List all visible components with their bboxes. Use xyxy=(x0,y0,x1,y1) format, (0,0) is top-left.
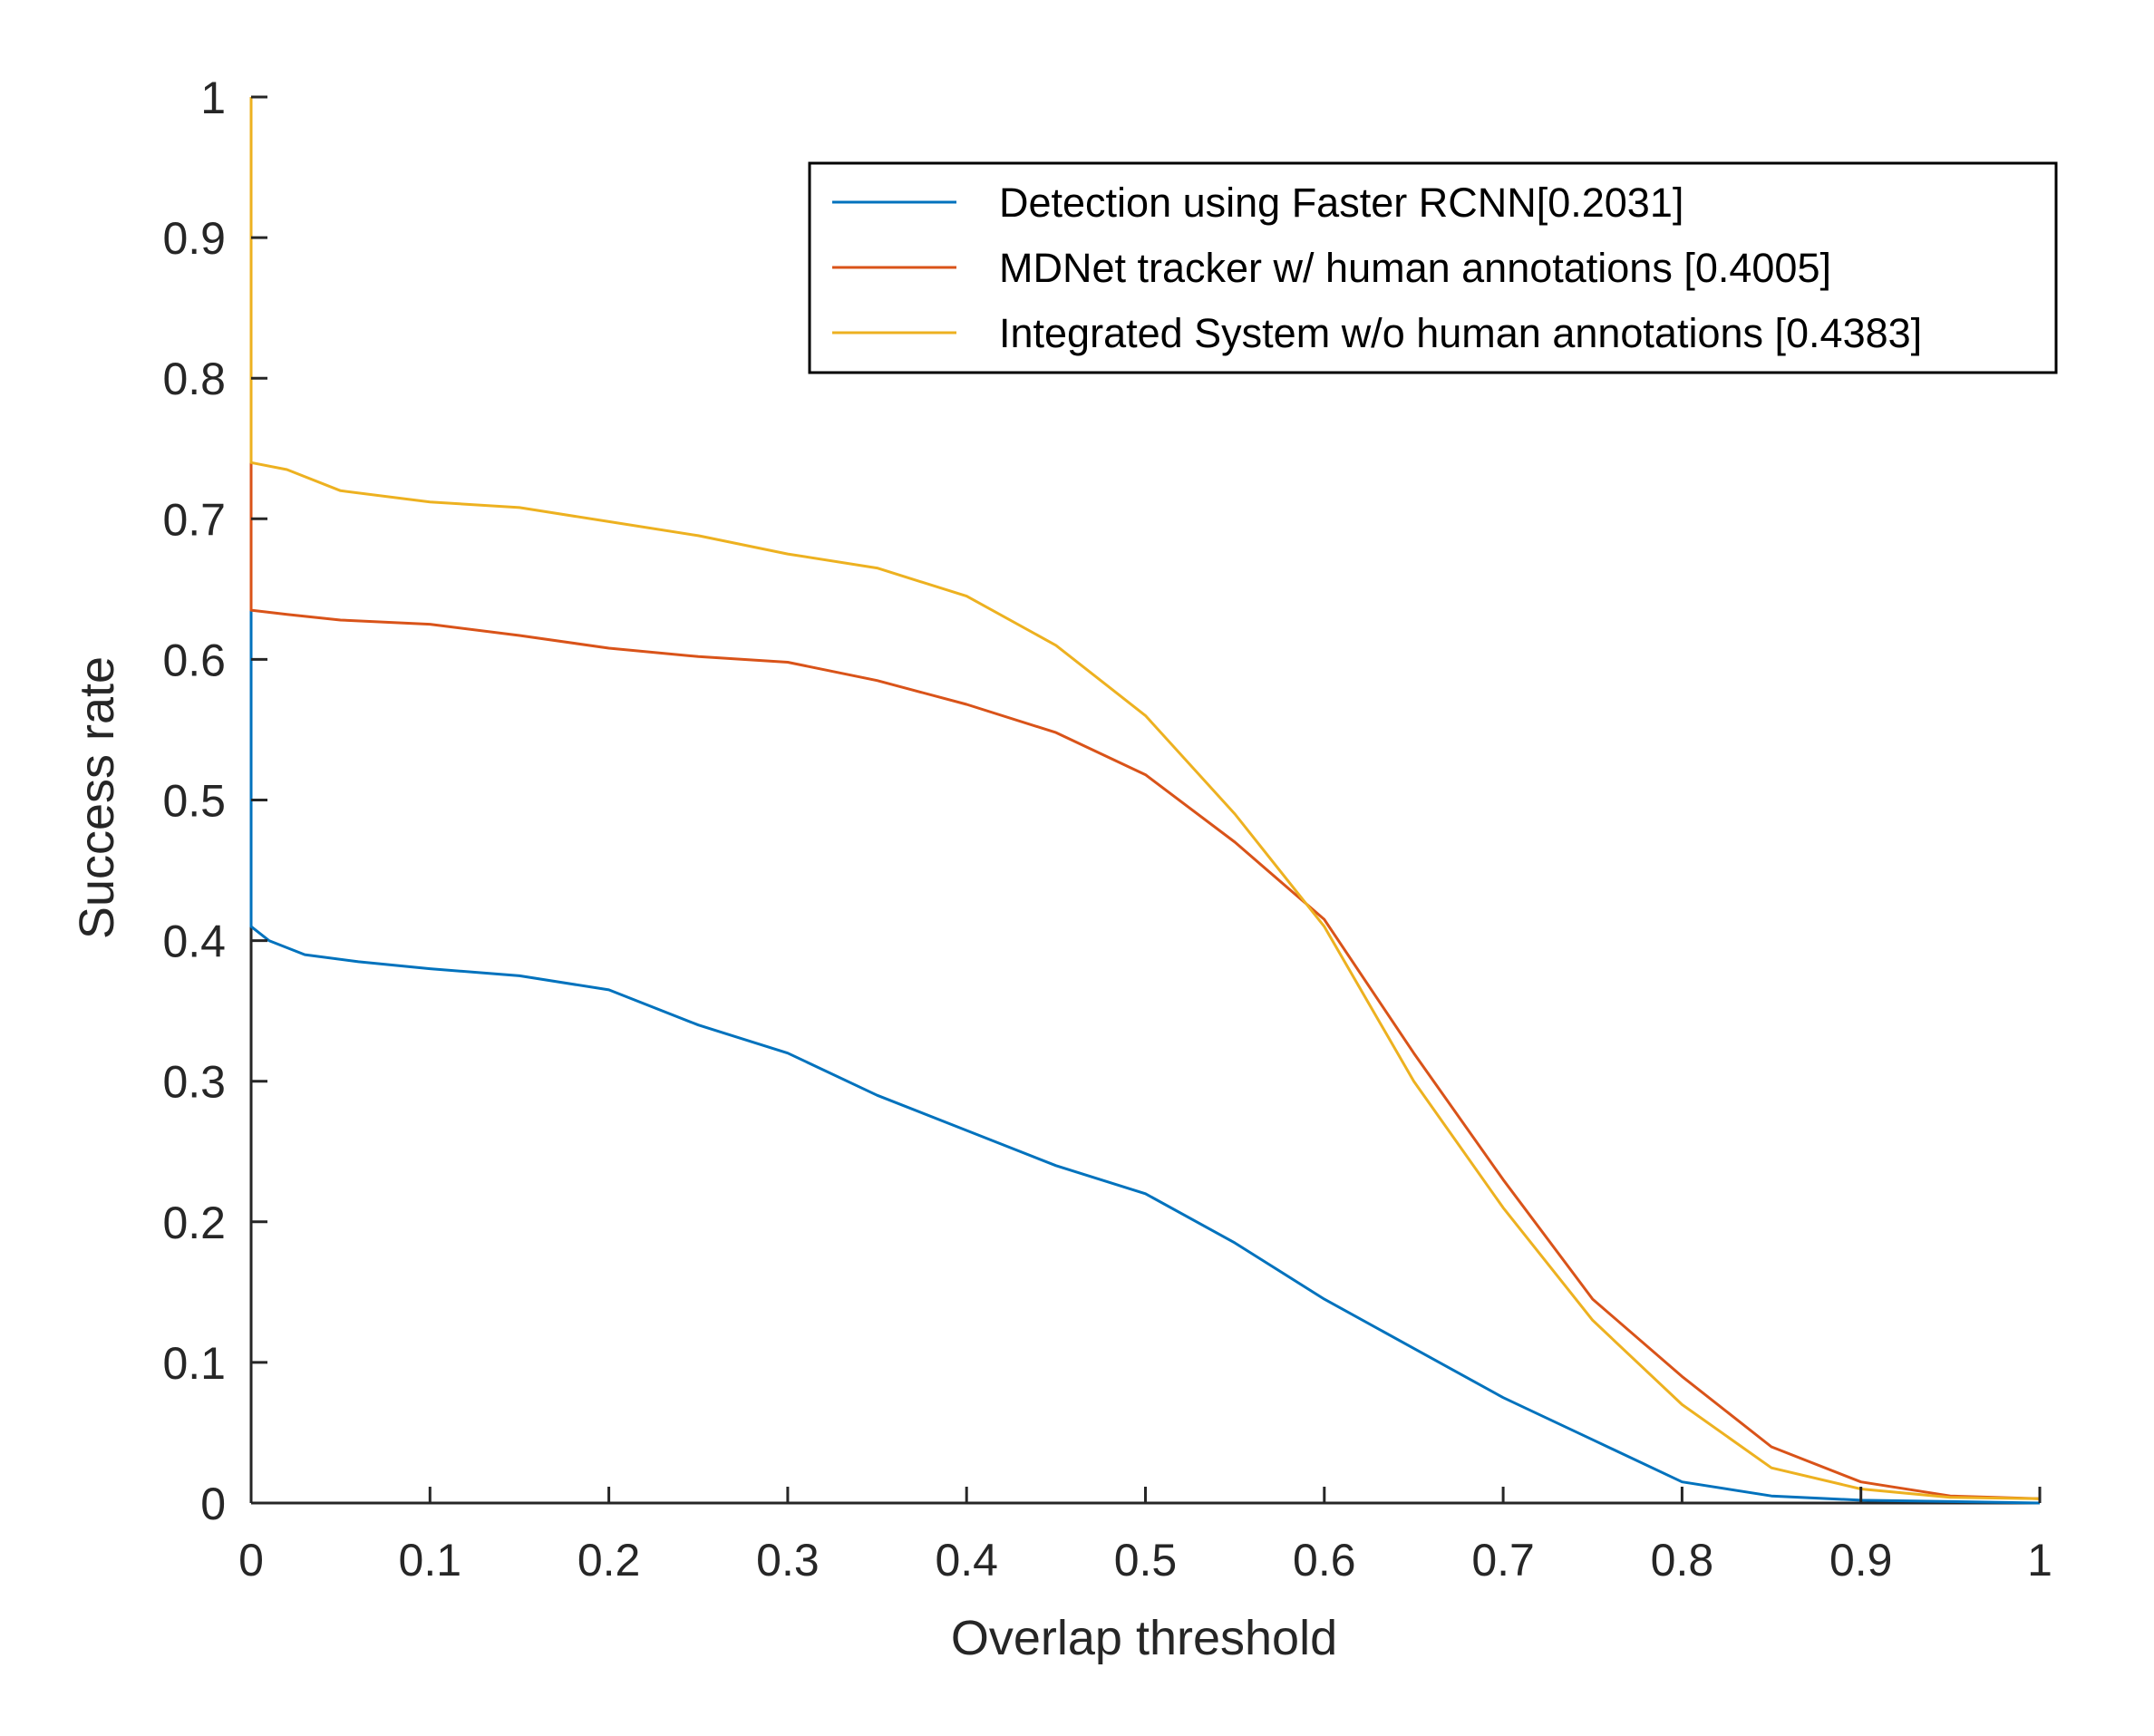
series-line-3 xyxy=(249,97,2041,1500)
x-tick-label: 0.8 xyxy=(1651,1535,1714,1586)
series-line-2 xyxy=(249,97,2041,1500)
x-tick-label: 0.5 xyxy=(1114,1535,1178,1586)
x-tick-label: 0.4 xyxy=(935,1535,998,1586)
x-tick-label: 0.9 xyxy=(1829,1535,1893,1586)
legend-label-1: Detection using Faster RCNN[0.2031] xyxy=(999,179,1683,226)
legend-box xyxy=(808,161,2058,374)
y-tick-label: 0.8 xyxy=(162,354,226,404)
tick-labels: 0 0.1 0.2 0.3 0.4 0.5 0.6 0.7 0.8 0.9 1 0 0.1 0.2 0.3 0… xyxy=(162,73,2052,1586)
y-tick-label: 0.9 xyxy=(162,213,226,264)
legend: Detection using Faster RCNN[0.2031] MDNet… xyxy=(808,161,2058,374)
y-tick-label: 0.6 xyxy=(162,635,226,685)
series-lines xyxy=(249,97,2041,1505)
y-tick-label: 0.7 xyxy=(162,494,226,545)
x-tick-label: 0 xyxy=(238,1535,264,1586)
y-axis-label: Success rate xyxy=(70,656,124,939)
x-tick-label: 0.1 xyxy=(399,1535,462,1586)
x-axis-label: Overlap threshold xyxy=(951,1611,1337,1665)
x-tick-label: 1 xyxy=(2027,1535,2052,1586)
y-tick-label: 1 xyxy=(200,73,226,123)
y-tick-label: 0 xyxy=(200,1479,226,1529)
y-tick-label: 0.2 xyxy=(162,1198,226,1248)
x-tick-label: 0.3 xyxy=(756,1535,820,1586)
x-tick-label: 0.2 xyxy=(577,1535,641,1586)
x-tick-label: 0.7 xyxy=(1471,1535,1535,1586)
y-tick-label: 0.5 xyxy=(162,776,226,827)
legend-label-2: MDNet tracker w/ human annotations [0.40… xyxy=(999,245,1831,291)
y-tick-label: 0.3 xyxy=(162,1057,226,1108)
y-tick-label: 0.1 xyxy=(162,1338,226,1389)
y-tick-label: 0.4 xyxy=(162,916,226,967)
series-line-1 xyxy=(249,97,2041,1505)
legend-label-3: Integrated System w/o human annotations … xyxy=(999,310,1922,356)
x-tick-label: 0.6 xyxy=(1293,1535,1356,1586)
